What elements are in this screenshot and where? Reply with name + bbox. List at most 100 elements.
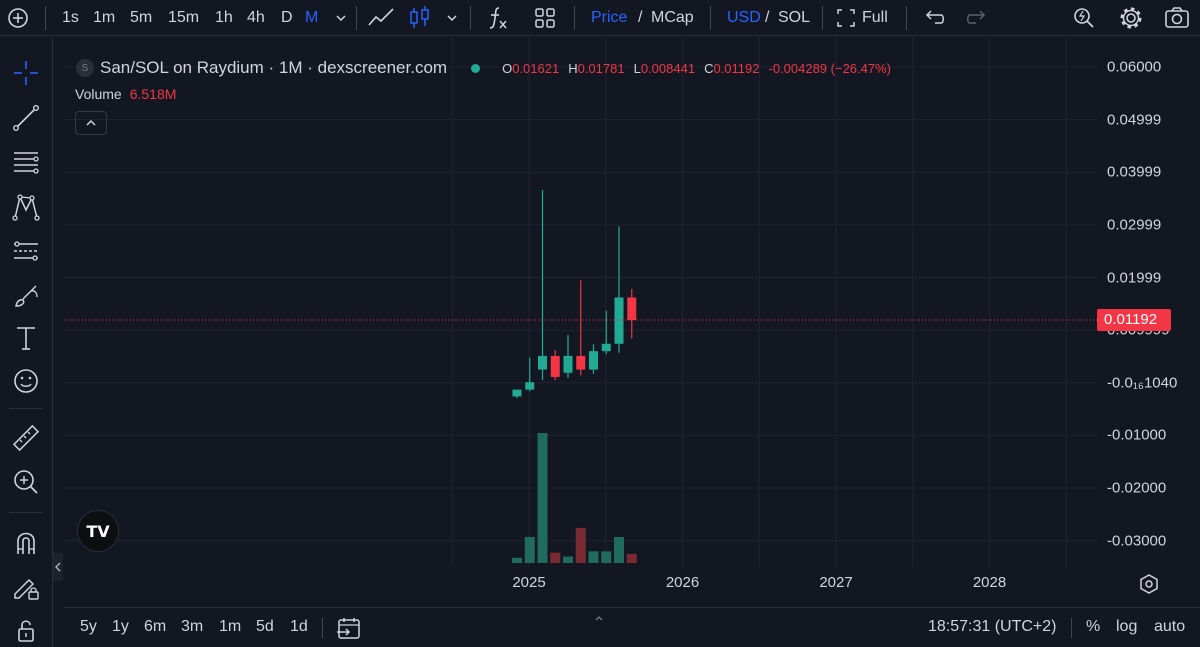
price-scale[interactable]: 0.060000.049990.039990.029990.019990.009… bbox=[1097, 37, 1200, 567]
tradingview-logo[interactable]: TV bbox=[77, 510, 119, 552]
chevron-up-icon bbox=[86, 119, 96, 126]
emoji-tool[interactable] bbox=[9, 364, 43, 398]
interval-1h[interactable]: 1h bbox=[215, 9, 233, 26]
toolbar-divider bbox=[574, 6, 575, 30]
interval-5m[interactable]: 5m bbox=[130, 9, 153, 26]
trend-line-tool[interactable] bbox=[9, 101, 43, 135]
current-price-label: 0.01192 bbox=[1097, 309, 1171, 331]
candlestick-icon bbox=[410, 6, 429, 28]
ohlc-open: O0.01621 bbox=[502, 60, 560, 76]
sol-toggle[interactable]: SOL bbox=[778, 9, 811, 26]
full-label[interactable]: Full bbox=[862, 9, 888, 26]
hexagon-settings-icon bbox=[1140, 574, 1158, 594]
magnifier-bolt-icon bbox=[1074, 8, 1094, 28]
fib-tool[interactable] bbox=[9, 144, 43, 178]
interval-dropdown[interactable] bbox=[334, 0, 348, 36]
interval-15m[interactable]: 15m bbox=[168, 9, 200, 26]
candle bbox=[512, 389, 522, 399]
prediction-tool[interactable] bbox=[9, 234, 43, 268]
settings-button[interactable] bbox=[1118, 0, 1144, 36]
measure-tool[interactable] bbox=[9, 421, 43, 455]
zoom-tool[interactable] bbox=[9, 465, 43, 499]
candlesticks bbox=[512, 190, 637, 399]
candle bbox=[550, 350, 560, 381]
bottom-divider bbox=[322, 618, 323, 638]
ohlc-change: -0.004289 (−26.47%) bbox=[768, 60, 891, 76]
ohlc-close: C0.01192 bbox=[704, 60, 760, 76]
range-6m[interactable]: 6m bbox=[144, 618, 167, 635]
log-scale-toggle[interactable]: log bbox=[1116, 618, 1138, 635]
magnet-icon bbox=[17, 532, 35, 554]
range-1m[interactable]: 1m bbox=[219, 618, 242, 635]
usd-toggle[interactable]: USD bbox=[727, 9, 761, 26]
brush-tool[interactable] bbox=[9, 279, 43, 313]
interval-d[interactable]: D bbox=[281, 9, 293, 26]
go-to-date-button[interactable] bbox=[336, 615, 362, 646]
price-chart[interactable] bbox=[64, 37, 1097, 567]
price-tick-label: 0.06000 bbox=[1107, 58, 1162, 76]
toolbar-divider bbox=[906, 6, 907, 30]
price-mcap-separator: / bbox=[638, 9, 643, 26]
interval-m[interactable]: M bbox=[305, 9, 319, 26]
redo-button[interactable] bbox=[966, 0, 990, 36]
candles-button[interactable] bbox=[407, 0, 433, 36]
quick-search-button[interactable] bbox=[1071, 0, 1097, 36]
chart-legend: S San/SOL on Raydium · 1M · dexscreener.… bbox=[76, 56, 900, 80]
candle-body bbox=[512, 389, 522, 397]
volume-label: Volume bbox=[75, 86, 122, 102]
fib-lines-icon bbox=[14, 152, 39, 174]
line-chart-button[interactable] bbox=[366, 0, 396, 36]
chart-type-dropdown[interactable] bbox=[445, 0, 459, 36]
scale-settings-button[interactable] bbox=[1138, 573, 1160, 595]
volume-value: 6.518M bbox=[129, 86, 177, 102]
candle bbox=[538, 190, 547, 381]
clock-timezone[interactable]: 18:57:31 (UTC+2) bbox=[928, 618, 1057, 635]
sidebar-divider bbox=[9, 408, 43, 409]
candle bbox=[627, 289, 637, 339]
interval-1m[interactable]: 1m bbox=[93, 9, 116, 26]
volume-bar bbox=[626, 553, 637, 563]
bottom-divider bbox=[1071, 618, 1072, 638]
text-tool[interactable] bbox=[9, 321, 43, 355]
fullscreen-button[interactable] bbox=[835, 0, 857, 36]
interval-4h[interactable]: 4h bbox=[247, 9, 265, 26]
indicators-button[interactable] bbox=[486, 0, 510, 36]
range-3m[interactable]: 3m bbox=[181, 618, 204, 635]
mcap-toggle[interactable]: MCap bbox=[651, 9, 694, 26]
magnet-tool[interactable] bbox=[9, 526, 43, 560]
volume-bar bbox=[524, 537, 535, 563]
legend-collapse-button[interactable] bbox=[75, 111, 107, 135]
volume-bar bbox=[550, 552, 561, 563]
ohlc-high: H0.01781 bbox=[568, 60, 625, 76]
percent-scale-toggle[interactable]: % bbox=[1086, 618, 1101, 635]
range-1y[interactable]: 1y bbox=[112, 618, 129, 635]
price-tick-label: -0.01000 bbox=[1107, 426, 1167, 444]
expand-panel-button[interactable] bbox=[593, 609, 605, 627]
price-tick-label: 0.02999 bbox=[1107, 216, 1162, 234]
layouts-button[interactable] bbox=[533, 0, 557, 36]
snapshot-button[interactable] bbox=[1163, 0, 1191, 36]
range-5y[interactable]: 5y bbox=[80, 618, 97, 635]
sidebar-collapse-button[interactable] bbox=[53, 553, 63, 581]
chart-title[interactable]: San/SOL on Raydium · 1M · dexscreener.co… bbox=[100, 58, 448, 77]
volume-bar bbox=[575, 527, 586, 563]
range-5d[interactable]: 5d bbox=[256, 618, 274, 635]
crosshair-tool[interactable] bbox=[9, 56, 43, 90]
undo-button[interactable] bbox=[921, 0, 945, 36]
lock-drawings-tool[interactable] bbox=[9, 570, 43, 604]
candle bbox=[563, 334, 573, 379]
auto-scale-toggle[interactable]: auto bbox=[1154, 618, 1186, 635]
add-symbol-button[interactable] bbox=[6, 0, 30, 36]
price-toggle[interactable]: Price bbox=[591, 9, 628, 26]
lock-tool[interactable] bbox=[9, 615, 43, 645]
pattern-tool[interactable] bbox=[9, 190, 43, 224]
ruler-icon bbox=[12, 424, 40, 452]
pencil-lock-icon bbox=[14, 578, 39, 600]
ohlc-low: L0.008441 bbox=[633, 60, 696, 76]
interval-1s[interactable]: 1s bbox=[62, 9, 79, 26]
symbol-icon: S bbox=[76, 59, 94, 77]
range-1d[interactable]: 1d bbox=[290, 618, 308, 635]
brush-icon bbox=[15, 285, 38, 307]
volume-bars bbox=[512, 433, 637, 563]
candle-body bbox=[563, 355, 573, 373]
